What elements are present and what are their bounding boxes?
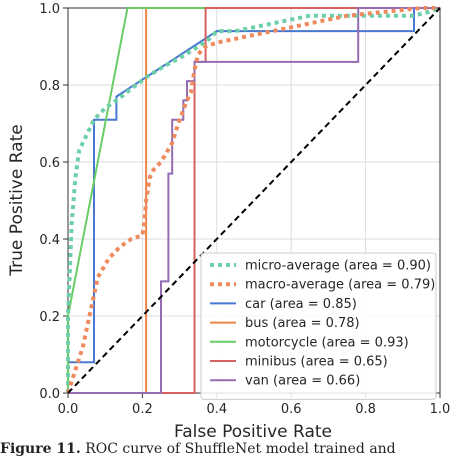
x-tick-label: 0.0 xyxy=(58,402,79,417)
roc-chart: 0.0 0.2 0.4 0.6 0.8 1.0 0.0 0.2 0.4 0.6 0.8 1.0 mic… xyxy=(7,2,450,440)
legend-label-0: micro-average (area = 0.90) xyxy=(245,259,431,274)
caption-text: ROC curve of ShuffleNet model trained an… xyxy=(85,441,396,457)
y-tick-label: 0.0 xyxy=(39,387,60,402)
legend-label-3: bus (area = 0.78) xyxy=(245,316,360,331)
series-lines xyxy=(66,6,441,394)
legend-label-1: macro-average (area = 0.79) xyxy=(245,278,435,293)
legend-label-4: motorcycle (area = 0.93) xyxy=(245,335,409,350)
legend-label-2: car (area = 0.85) xyxy=(245,297,357,312)
x-tick-label: 0.6 xyxy=(281,402,302,417)
x-tick-label: 1.0 xyxy=(430,402,451,417)
series-line-2 xyxy=(67,7,440,393)
x-axis-label: False Positive Rate xyxy=(174,422,332,440)
legend: micro-average (area = 0.90) macro-average… xyxy=(200,252,437,400)
legend-box xyxy=(200,252,437,400)
y-axis-label: True Positive Rate xyxy=(7,124,27,276)
x-tick-label: 0.4 xyxy=(206,402,227,417)
series-line-6 xyxy=(68,7,440,394)
y-tick-label: 0.6 xyxy=(39,156,60,171)
series-line-1 xyxy=(66,6,440,394)
series-line-0 xyxy=(66,6,441,393)
legend-label-6: van (area = 0.66) xyxy=(245,374,360,389)
y-tick-label: 0.8 xyxy=(39,79,60,94)
y-tick-label: 0.2 xyxy=(39,310,60,325)
axes: 0.0 0.2 0.4 0.6 0.8 1.0 0.0 0.2 0.4 0.6 0.8 1.0 xyxy=(39,2,450,417)
x-tick-label: 0.2 xyxy=(132,402,153,417)
figure-caption: Figure 11. ROC curve of ShuffleNet model… xyxy=(0,441,474,463)
caption-label: Figure 11. xyxy=(0,441,81,457)
x-tick-label: 0.8 xyxy=(355,402,376,417)
y-tick-label: 0.4 xyxy=(39,233,60,248)
legend-label-5: minibus (area = 0.65) xyxy=(245,355,388,370)
y-tick-label: 1.0 xyxy=(39,2,60,17)
